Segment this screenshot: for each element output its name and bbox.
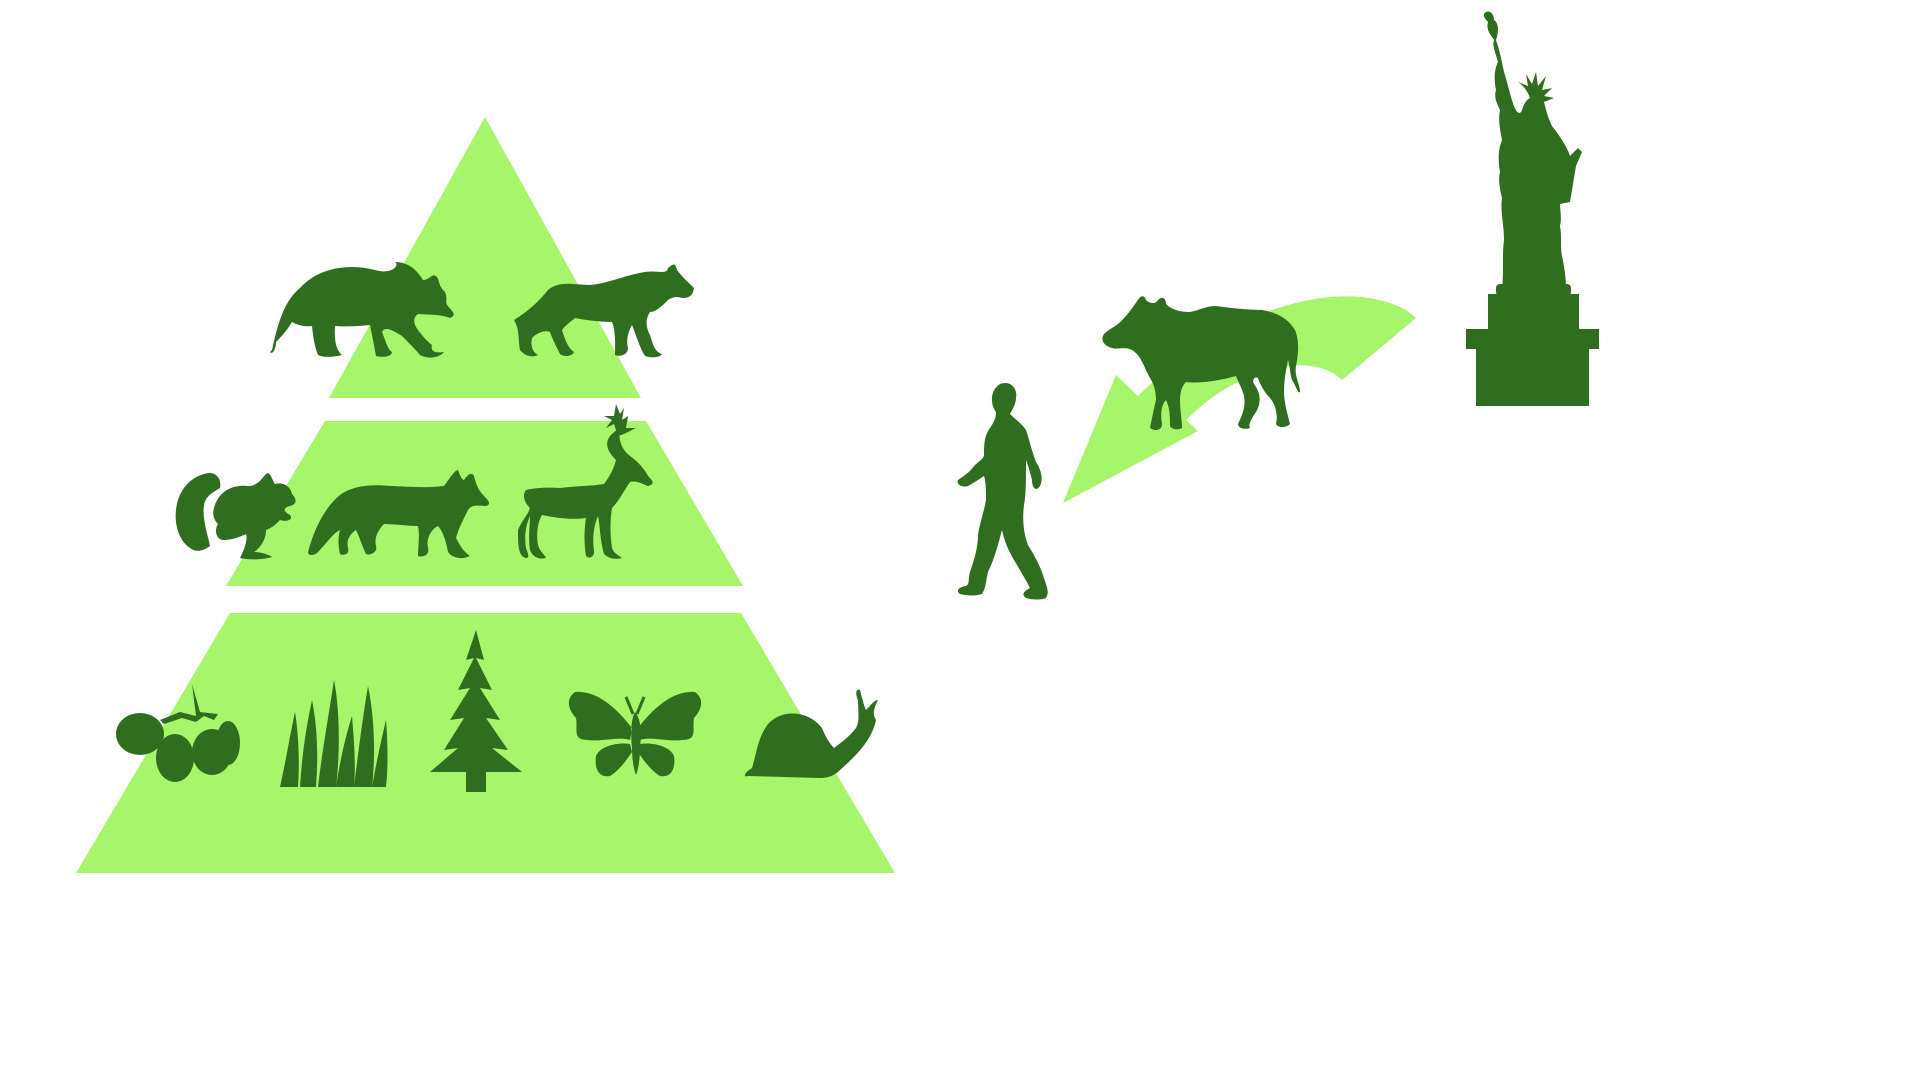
curved-arrow-icon xyxy=(1063,296,1416,503)
berries-icon xyxy=(116,684,240,782)
squirrel-icon xyxy=(175,472,296,560)
snail-icon xyxy=(744,689,878,778)
deer-icon xyxy=(518,404,653,559)
butterfly-icon xyxy=(568,691,702,777)
wolf-icon xyxy=(514,264,694,358)
statue-of-liberty-icon xyxy=(1466,11,1599,406)
fox-icon xyxy=(308,470,490,559)
butterfly-antennae xyxy=(624,696,646,715)
pyramid-tier-top xyxy=(329,117,641,398)
grass-icon xyxy=(280,680,388,787)
walking-person-icon xyxy=(957,382,1048,600)
cow-icon xyxy=(1102,296,1300,431)
pine-tree-icon xyxy=(430,630,522,792)
bear-icon xyxy=(270,262,454,358)
